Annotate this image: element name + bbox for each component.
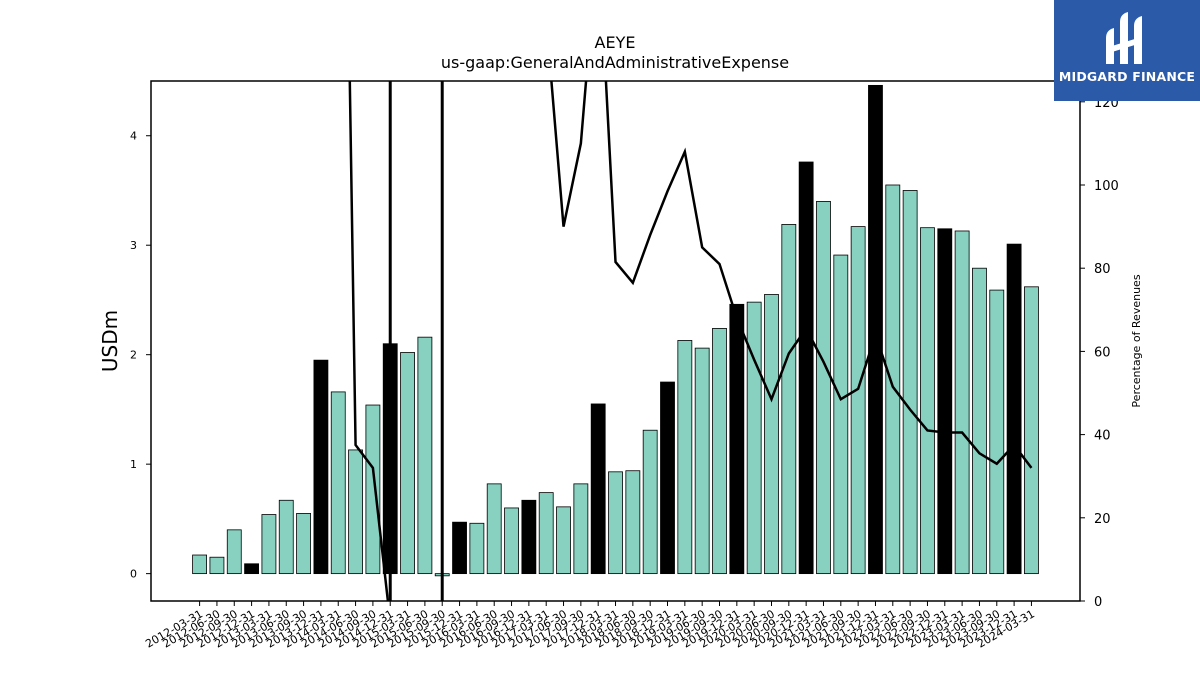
bar-2017-09-30 bbox=[573, 483, 589, 575]
bar-2017-06-30 bbox=[556, 506, 571, 575]
bar-2021-09-30 bbox=[850, 226, 866, 575]
pct-line-segment-1 bbox=[550, 81, 1033, 469]
bar-2019-12-31 bbox=[729, 303, 745, 575]
bar-2020-09-30 bbox=[781, 224, 797, 575]
bar-2016-06-30 bbox=[486, 483, 502, 575]
bar-2018-03-31 bbox=[608, 471, 623, 575]
bar-2020-06-30 bbox=[764, 294, 779, 575]
bar-2012-09-30 bbox=[226, 529, 242, 575]
bar-2021-03-31 bbox=[816, 201, 831, 575]
bar-2018-12-31 bbox=[660, 381, 675, 575]
bar-2017-12-31 bbox=[590, 403, 606, 575]
midgard-m-logo-icon bbox=[1106, 12, 1142, 64]
logo-text: MIDGARD FINANCE bbox=[1058, 69, 1196, 84]
bar-2019-09-30 bbox=[712, 328, 727, 575]
y-tick-label: 2 bbox=[130, 349, 137, 362]
bar-2022-03-31 bbox=[885, 184, 901, 575]
bar-2021-06-30 bbox=[833, 254, 849, 575]
y2-tick-label: 40 bbox=[1094, 429, 1111, 444]
bars-layer bbox=[192, 84, 1039, 577]
bar-2023-09-30 bbox=[989, 289, 1005, 575]
bar-2022-12-31 bbox=[937, 228, 953, 575]
bar-2023-12-31 bbox=[1006, 243, 1022, 575]
bar-2017-03-31 bbox=[538, 492, 554, 575]
bar-2014-03-31 bbox=[330, 391, 346, 575]
y-axis-label: USDm bbox=[98, 310, 122, 372]
bar-2016-03-31 bbox=[469, 522, 485, 575]
bar-2013-03-31 bbox=[261, 514, 277, 575]
midgard-finance-logo: MIDGARD FINANCE bbox=[1054, 0, 1200, 101]
bar-2021-12-31 bbox=[868, 84, 883, 575]
bar-2022-09-30 bbox=[920, 227, 935, 575]
bar-2012-12-31 bbox=[244, 563, 259, 575]
x-axis: 2012-03-312012-06-302012-09-302012-12-31… bbox=[143, 601, 1037, 651]
y2-tick-label: 100 bbox=[1094, 179, 1119, 194]
bar-2013-12-31 bbox=[313, 359, 329, 575]
bar-2012-03-31 bbox=[192, 554, 208, 575]
bar-2015-03-31 bbox=[400, 352, 415, 575]
bar-2012-06-30 bbox=[209, 556, 225, 575]
line-layer bbox=[348, 81, 1033, 601]
pct-line-segment-0 bbox=[348, 81, 390, 601]
y-axis-left: 0 1 2 3 4 bbox=[130, 130, 151, 581]
bar-2020-03-31 bbox=[746, 301, 762, 575]
bar-2023-03-31 bbox=[954, 230, 970, 575]
y2-tick-label: 20 bbox=[1094, 512, 1111, 527]
bar-2018-06-30 bbox=[625, 470, 641, 575]
bar-2019-03-31 bbox=[677, 340, 693, 575]
y2-tick-label: 80 bbox=[1094, 262, 1111, 277]
y-tick-label: 0 bbox=[130, 568, 137, 581]
bar-2015-06-30 bbox=[417, 336, 433, 575]
bar-2022-06-30 bbox=[902, 190, 918, 575]
vertical-lines-layer bbox=[388, 81, 444, 601]
y-tick-label: 3 bbox=[130, 239, 137, 252]
bar-2016-09-30 bbox=[504, 507, 519, 575]
bar-2024-03-31 bbox=[1024, 286, 1039, 575]
chart-title: AEYE bbox=[595, 33, 636, 52]
bar-2020-12-31 bbox=[798, 161, 814, 575]
bar-2014-06-30 bbox=[348, 449, 363, 575]
y2-tick-label: 0 bbox=[1094, 595, 1102, 610]
bar-2013-06-30 bbox=[278, 499, 294, 575]
bar-2018-09-30 bbox=[642, 429, 658, 575]
bar-2014-09-30 bbox=[365, 404, 381, 575]
y-tick-label: 1 bbox=[130, 458, 137, 471]
bar-2015-12-31 bbox=[452, 521, 467, 575]
chart-subtitle: us-gaap:GeneralAndAdministrativeExpense bbox=[441, 53, 789, 72]
bar-2019-06-30 bbox=[694, 347, 710, 575]
y-tick-label: 4 bbox=[130, 130, 137, 143]
y2-tick-label: 60 bbox=[1094, 345, 1111, 360]
y2-axis-label: Percentage of Revenues bbox=[1130, 274, 1143, 407]
bar-2016-12-31 bbox=[521, 499, 537, 575]
bar-2013-09-30 bbox=[296, 513, 311, 575]
bar-2023-06-30 bbox=[972, 267, 987, 575]
